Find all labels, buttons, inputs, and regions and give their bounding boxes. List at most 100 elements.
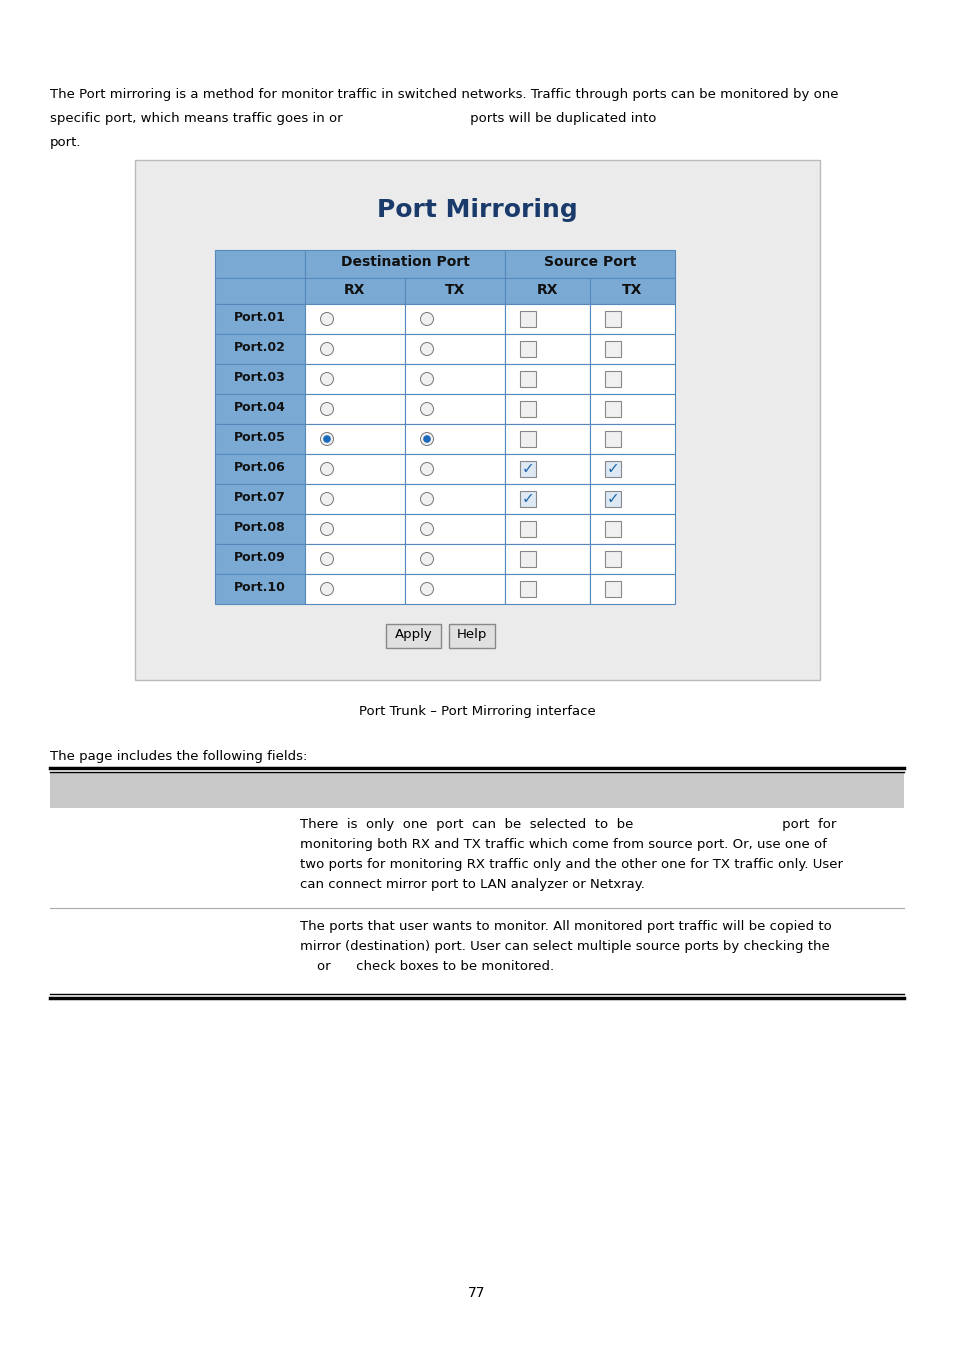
Bar <box>604 551 620 567</box>
Bar <box>504 485 589 514</box>
Bar <box>214 514 305 544</box>
Circle shape <box>320 402 334 416</box>
Circle shape <box>323 435 331 443</box>
Bar <box>519 521 536 537</box>
Text: Port Mirroring: Port Mirroring <box>376 198 578 221</box>
Text: can connect mirror port to LAN analyzer or Netxray.: can connect mirror port to LAN analyzer … <box>299 878 644 891</box>
Text: The page includes the following fields:: The page includes the following fields: <box>50 751 307 763</box>
Circle shape <box>420 402 433 416</box>
Bar <box>305 333 405 364</box>
Text: Port Trunk – Port Mirroring interface: Port Trunk – Port Mirroring interface <box>358 705 595 718</box>
Circle shape <box>420 432 433 446</box>
Circle shape <box>320 493 334 505</box>
Circle shape <box>420 343 433 355</box>
Bar <box>519 401 536 417</box>
Circle shape <box>320 343 334 355</box>
Bar <box>214 454 305 485</box>
Bar <box>504 514 589 544</box>
Text: Port.06: Port.06 <box>233 460 286 474</box>
Bar <box>305 544 405 574</box>
Circle shape <box>320 552 334 566</box>
Bar <box>589 424 675 454</box>
Text: RX: RX <box>344 284 365 297</box>
Bar <box>504 574 589 603</box>
Bar <box>504 364 589 394</box>
Bar <box>405 333 504 364</box>
Bar <box>589 544 675 574</box>
Bar <box>604 491 620 508</box>
Bar <box>519 371 536 387</box>
Bar <box>504 250 675 278</box>
Bar <box>386 624 440 648</box>
Circle shape <box>420 582 433 595</box>
Bar <box>214 394 305 424</box>
Bar <box>589 333 675 364</box>
Bar <box>504 424 589 454</box>
Text: Help: Help <box>456 628 487 641</box>
Circle shape <box>320 522 334 536</box>
Bar <box>604 342 620 356</box>
Text: Port.02: Port.02 <box>233 342 286 354</box>
Bar <box>504 278 589 304</box>
Circle shape <box>420 522 433 536</box>
Bar <box>519 310 536 327</box>
Text: Port.05: Port.05 <box>233 431 286 444</box>
Text: TX: TX <box>444 284 465 297</box>
Text: Port.08: Port.08 <box>233 521 286 535</box>
Bar <box>405 544 504 574</box>
Circle shape <box>420 552 433 566</box>
Text: RX: RX <box>537 284 558 297</box>
Bar <box>604 431 620 447</box>
Bar <box>214 278 305 304</box>
Text: ✓: ✓ <box>606 491 618 506</box>
Bar <box>305 574 405 603</box>
Circle shape <box>320 312 334 325</box>
Text: Port.09: Port.09 <box>233 551 286 564</box>
Bar <box>519 342 536 356</box>
Bar <box>504 544 589 574</box>
Text: or      check boxes to be monitored.: or check boxes to be monitored. <box>299 960 554 973</box>
Bar <box>305 364 405 394</box>
Bar <box>405 574 504 603</box>
Bar <box>589 485 675 514</box>
Bar <box>405 454 504 485</box>
Bar <box>405 364 504 394</box>
Text: There  is  only  one  port  can  be  selected  to  be                           : There is only one port can be selected t… <box>299 818 836 832</box>
Text: ✓: ✓ <box>521 462 534 477</box>
Bar <box>519 551 536 567</box>
Bar <box>405 304 504 333</box>
Bar <box>214 304 305 333</box>
Bar <box>214 485 305 514</box>
Bar <box>504 304 589 333</box>
Bar <box>589 514 675 544</box>
Bar <box>504 333 589 364</box>
Text: Source Port: Source Port <box>543 255 636 269</box>
Bar <box>589 278 675 304</box>
Bar <box>305 278 405 304</box>
Circle shape <box>423 435 431 443</box>
Text: Port.04: Port.04 <box>233 401 286 414</box>
Text: Apply: Apply <box>395 628 432 641</box>
Bar <box>519 580 536 597</box>
Text: Port.07: Port.07 <box>233 491 286 504</box>
Bar <box>405 278 504 304</box>
Text: Port.01: Port.01 <box>233 310 286 324</box>
Bar <box>504 454 589 485</box>
Bar <box>405 394 504 424</box>
Bar <box>604 580 620 597</box>
Bar <box>519 460 536 477</box>
Bar <box>589 304 675 333</box>
Bar <box>405 424 504 454</box>
Text: specific port, which means traffic goes in or                              ports: specific port, which means traffic goes … <box>50 112 656 126</box>
Circle shape <box>320 582 334 595</box>
Bar <box>604 521 620 537</box>
Bar <box>214 364 305 394</box>
Circle shape <box>420 463 433 475</box>
Bar <box>504 394 589 424</box>
Bar <box>305 250 504 278</box>
Circle shape <box>420 493 433 505</box>
Circle shape <box>320 373 334 386</box>
Text: Port.03: Port.03 <box>233 371 286 383</box>
Text: TX: TX <box>621 284 642 297</box>
Bar <box>305 514 405 544</box>
